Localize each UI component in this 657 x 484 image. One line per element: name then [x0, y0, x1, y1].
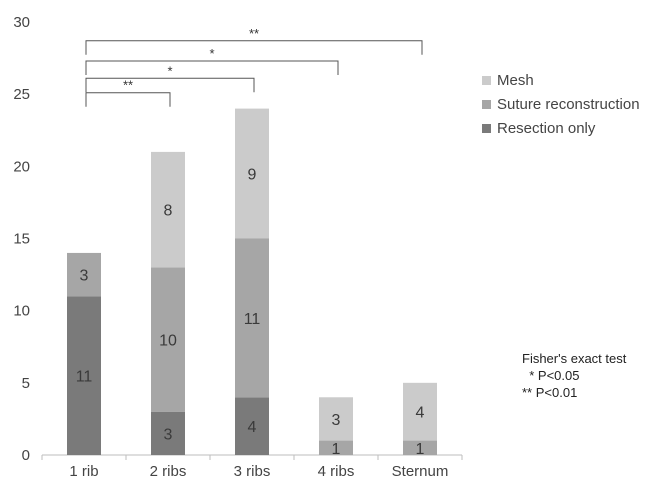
bar-data-label-2-ribs-mesh: 8 — [164, 203, 173, 220]
y-tick-label-20: 20 — [13, 158, 30, 175]
bar-data-label-4-ribs-suture-reconstruction: 1 — [332, 441, 341, 458]
significance-mark-1-rib-sternum: ** — [249, 26, 259, 41]
bar-data-label-3-ribs-suture-reconstruction: 11 — [244, 311, 261, 328]
legend: Mesh Suture reconstruction Resection onl… — [482, 68, 640, 140]
bar-data-label-2-ribs-resection-only: 3 — [164, 426, 173, 443]
legend-label-suture-reconstruction: Suture reconstruction — [497, 95, 640, 113]
bar-4-ribs-mesh — [319, 397, 353, 441]
legend-swatch-mesh — [482, 75, 491, 85]
x-tick-label-3-ribs: 3 ribs — [234, 463, 271, 480]
bar-4-ribs-suture-reconstruction — [319, 440, 353, 455]
significance-mark-1-rib-4-ribs: * — [209, 46, 214, 61]
x-tick-label-4-ribs: 4 ribs — [318, 463, 355, 480]
bar-2-ribs-suture-reconstruction — [151, 267, 185, 412]
bar-data-label-sternum-suture-reconstruction: 1 — [416, 441, 425, 458]
legend-label-mesh: Mesh — [497, 71, 534, 89]
bar-data-label-sternum-mesh: 4 — [416, 405, 425, 422]
x-tick-label-2-ribs: 2 ribs — [150, 463, 187, 480]
legend-item-resection-only: Resection only — [482, 116, 640, 140]
significance-mark-1-rib-3-ribs: * — [167, 63, 172, 78]
legend-label-resection-only: Resection only — [497, 119, 596, 137]
statistics-note-title: Fisher's exact test — [522, 351, 627, 366]
legend-item-mesh: Mesh — [482, 68, 640, 92]
bar-2-ribs-mesh — [151, 151, 185, 268]
bar-data-label-4-ribs-mesh: 3 — [332, 412, 341, 429]
bar-data-label-3-ribs-mesh: 9 — [248, 167, 257, 184]
bar-3-ribs-suture-reconstruction — [235, 238, 269, 398]
significance-mark-1-rib-2-ribs: ** — [123, 78, 133, 93]
bar-1-rib-resection-only — [67, 296, 101, 455]
significance-bracket-1-rib-sternum — [85, 40, 423, 55]
significance-bracket-1-rib-2-ribs — [85, 92, 171, 107]
bar-3-ribs-resection-only — [235, 397, 269, 455]
bar-1-rib-suture-reconstruction — [67, 252, 101, 297]
statistics-note-line-2: ** P<0.01 — [522, 385, 578, 400]
y-tick-label-25: 25 — [13, 86, 30, 103]
legend-item-suture-reconstruction: Suture reconstruction — [482, 92, 640, 116]
y-tick-label-15: 15 — [13, 231, 30, 248]
y-tick-label-10: 10 — [13, 303, 30, 320]
bar-data-label-1-rib-suture-reconstruction: 3 — [80, 268, 89, 285]
legend-swatch-suture-reconstruction — [482, 99, 491, 109]
x-tick-label-1-rib: 1 rib — [69, 463, 98, 480]
legend-swatch-resection-only — [482, 123, 491, 133]
bar-sternum-suture-reconstruction — [403, 440, 437, 455]
statistics-note-line-1: * P<0.05 — [522, 368, 580, 383]
significance-bracket-1-rib-3-ribs — [85, 77, 255, 93]
bar-2-ribs-resection-only — [151, 411, 185, 455]
y-tick-label-0: 0 — [22, 447, 30, 464]
x-tick-label-sternum: Sternum — [392, 463, 449, 480]
bar-data-label-1-rib-resection-only: 11 — [76, 369, 93, 386]
significance-bracket-1-rib-4-ribs — [85, 60, 339, 75]
bar-3-ribs-mesh — [235, 108, 269, 239]
bar-sternum-mesh — [403, 382, 437, 441]
bar-data-label-2-ribs-suture-reconstruction: 10 — [159, 333, 177, 350]
y-tick-label-5: 5 — [22, 375, 30, 392]
y-tick-label-30: 30 — [13, 14, 30, 31]
statistics-note: Fisher's exact test * P<0.05 ** P<0.01 — [522, 350, 626, 401]
bar-data-label-3-ribs-resection-only: 4 — [248, 419, 257, 436]
